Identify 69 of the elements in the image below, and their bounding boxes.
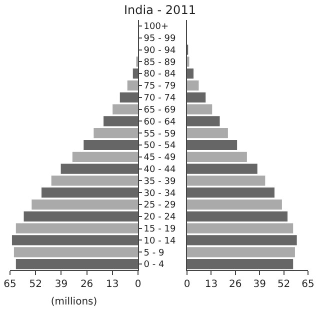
bar xyxy=(187,68,194,79)
x-tick-label: 13 xyxy=(106,279,119,290)
x-tick-label: 65 xyxy=(4,279,16,290)
bar xyxy=(187,140,238,150)
bar xyxy=(127,80,138,91)
bar xyxy=(60,164,138,174)
y-tick-label: 30 - 34 xyxy=(144,188,176,199)
x-tick-label: 65 xyxy=(302,279,314,290)
bar xyxy=(187,258,294,270)
bar xyxy=(14,247,138,258)
bar xyxy=(12,235,138,246)
y-tick-label: 70 - 74 xyxy=(144,94,176,104)
bar xyxy=(187,223,294,234)
y-tick-label: 35 - 39 xyxy=(144,176,176,187)
bar xyxy=(187,164,258,174)
bar xyxy=(51,176,138,186)
y-tick-label: 0 - 4 xyxy=(144,260,164,270)
x-tick-label: 13 xyxy=(204,279,218,290)
bar xyxy=(187,176,266,186)
bar xyxy=(187,188,274,198)
x-tick-label: 39 xyxy=(253,279,266,290)
bar xyxy=(187,92,206,102)
y-tick-label: 95 - 99 xyxy=(144,34,176,44)
y-tick-label: 90 - 94 xyxy=(144,46,176,56)
y-tick-label: 20 - 24 xyxy=(144,212,176,223)
bar xyxy=(112,104,138,114)
x-tick-label: 52 xyxy=(29,279,42,290)
y-tick-label: 75 - 79 xyxy=(144,82,176,92)
bar xyxy=(32,199,138,210)
bar xyxy=(187,235,297,246)
bar xyxy=(187,152,247,162)
bar xyxy=(104,116,138,126)
y-tick-label: 85 - 89 xyxy=(144,58,176,68)
bar xyxy=(94,128,138,138)
x-tick-label: 0 xyxy=(184,279,190,290)
y-tick-label: 5 - 9 xyxy=(144,248,164,258)
bar xyxy=(42,188,138,198)
y-tick-label: 45 - 49 xyxy=(144,153,176,164)
y-tick-label: 10 - 14 xyxy=(144,236,176,246)
y-tick-label: 15 - 19 xyxy=(144,224,176,234)
bar xyxy=(187,104,212,114)
x-tick-label: 0 xyxy=(134,279,142,290)
y-tick-label: 50 - 54 xyxy=(144,141,176,152)
y-tick-label: 65 - 69 xyxy=(144,105,176,116)
bar xyxy=(187,199,282,210)
y-tick-label: 40 - 44 xyxy=(144,164,176,175)
x-tick-label: 52 xyxy=(277,279,290,290)
y-tick-label: 25 - 29 xyxy=(144,200,176,211)
bar xyxy=(16,258,138,270)
bar xyxy=(84,140,138,150)
y-tick-label: 100+ xyxy=(144,22,169,32)
bar xyxy=(132,68,138,79)
bar xyxy=(187,80,199,91)
bar xyxy=(72,152,138,162)
bar xyxy=(16,223,138,234)
x-tick-label: 26 xyxy=(80,279,94,290)
x-tick-label: 39 xyxy=(54,279,68,290)
chart-title: India - 2011 xyxy=(123,3,197,17)
y-tick-label: 80 - 84 xyxy=(144,70,176,80)
bar xyxy=(187,247,295,258)
y-tick-label: 55 - 59 xyxy=(144,129,176,140)
x-axis-title: (millions) xyxy=(50,296,98,308)
bar xyxy=(187,211,288,222)
y-tick-label: 60 - 64 xyxy=(144,117,176,128)
bar xyxy=(120,92,138,102)
x-tick-label: 26 xyxy=(229,279,242,290)
bar xyxy=(187,128,228,138)
bar xyxy=(24,211,138,222)
bar xyxy=(187,116,220,126)
